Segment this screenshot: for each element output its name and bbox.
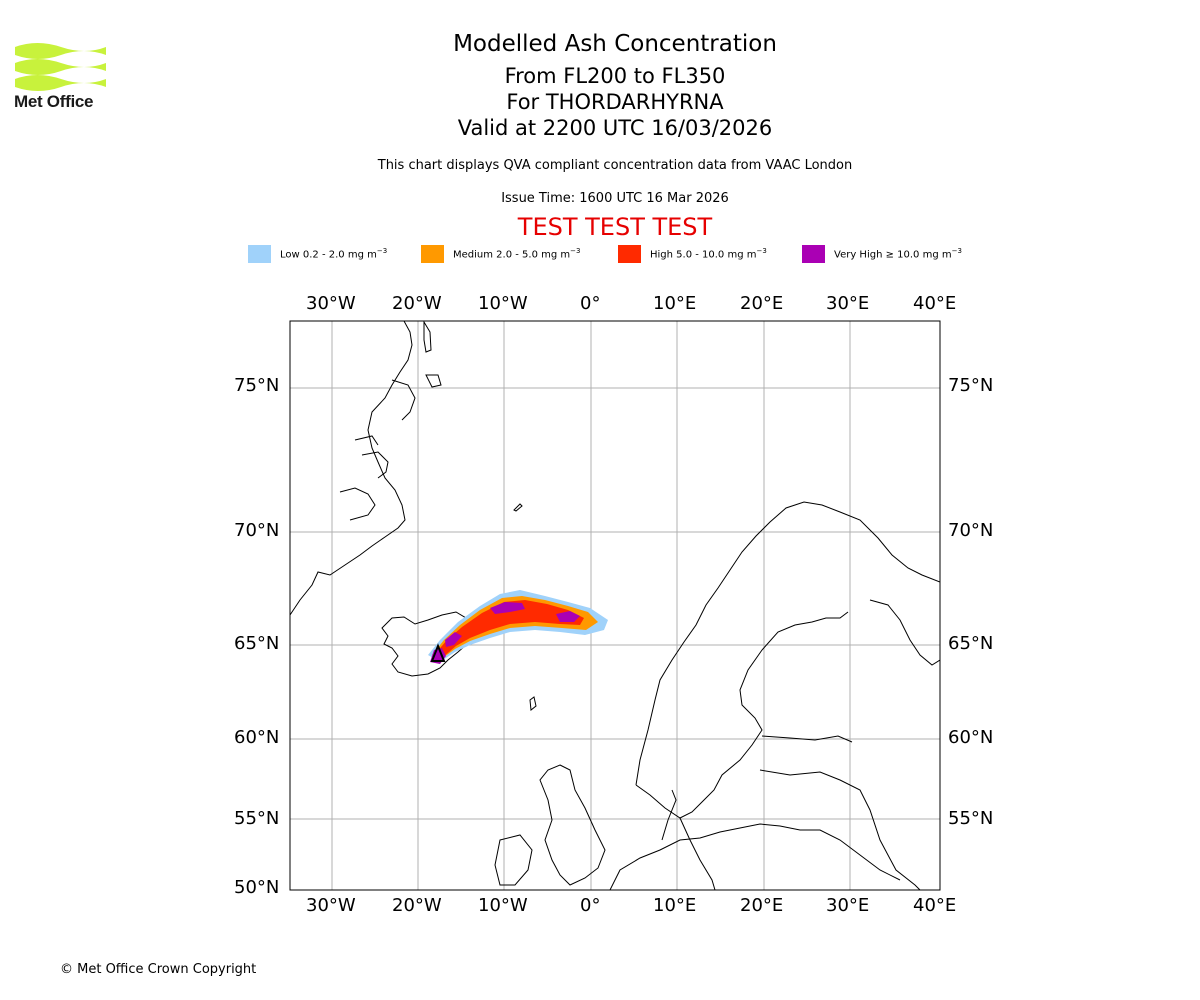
test-banner: TEST TEST TEST <box>517 213 713 241</box>
ash-very-high-3 <box>445 632 462 647</box>
coast-iceland <box>381 611 471 677</box>
lon-label-top-20e: 20°E <box>740 293 784 314</box>
graticule <box>290 321 940 890</box>
map-frame <box>289 320 941 891</box>
legend-label-very-high: Very High ≥ 10.0 mg m <box>834 249 952 261</box>
lon-label-top-10e: 10°E <box>653 293 697 314</box>
lat-label-left-50n: 50°N <box>234 877 280 898</box>
lat-label-left-55n: 55°N <box>234 808 280 829</box>
chart-subtitle: This chart displays QVA compliant concen… <box>377 158 853 173</box>
legend-swatch-high <box>618 245 641 263</box>
legend-label-low: Low 0.2 - 2.0 mg m <box>280 249 377 261</box>
legend-swatch-very-high <box>802 245 825 263</box>
copyright-notice: © Met Office Crown Copyright <box>60 962 257 977</box>
coast-scandinavia <box>635 501 940 786</box>
legend-label-medium: Medium 2.0 - 5.0 mg m <box>453 249 571 261</box>
legend-swatch-low <box>248 245 271 263</box>
lat-label-right-60n: 60°N <box>948 727 994 748</box>
logo-wordmark: Met Office <box>14 92 94 111</box>
lon-label-top-10w: 10°W <box>478 293 528 314</box>
lon-label-bottom-20e: 20°E <box>740 895 784 916</box>
lat-label-left-70n: 70°N <box>234 520 280 541</box>
volcano-name: For THORDARHYRNA <box>506 90 724 114</box>
lat-label-right-65n: 65°N <box>948 633 994 654</box>
lon-label-bottom-30e: 30°E <box>826 895 870 916</box>
lat-label-left-60n: 60°N <box>234 727 280 748</box>
legend-unit-exp-medium: −3 <box>570 247 581 256</box>
coast-greenland <box>290 321 413 616</box>
lon-label-top-30w: 30°W <box>306 293 356 314</box>
coastlines <box>290 321 940 890</box>
lon-label-top-30e: 30°E <box>826 293 870 314</box>
lon-label-bottom-0: 0° <box>580 895 601 916</box>
lon-label-bottom-10e: 10°E <box>653 895 697 916</box>
lon-label-top-20w: 20°W <box>392 293 442 314</box>
legend-unit-exp-high: −3 <box>756 247 767 256</box>
lon-label-bottom-30w: 30°W <box>306 895 356 916</box>
lon-label-top-0: 0° <box>580 293 601 314</box>
chart-title: Modelled Ash Concentration <box>453 31 777 57</box>
lon-label-top-40e: 40°E <box>913 293 957 314</box>
legend-medium: Medium 2.0 - 5.0 mg m−3 <box>421 244 580 264</box>
legend-low: Low 0.2 - 2.0 mg m−3 <box>248 244 387 264</box>
met-office-logo <box>15 43 106 91</box>
valid-time: Valid at 2200 UTC 16/03/2026 <box>457 116 773 140</box>
lat-label-right-55n: 55°N <box>948 808 994 829</box>
coast-ireland <box>494 834 533 886</box>
lon-label-bottom-10w: 10°W <box>478 895 528 916</box>
legend-high: High 5.0 - 10.0 mg m−3 <box>618 244 767 264</box>
coast-britain <box>539 764 606 886</box>
volcano-marker <box>430 643 446 662</box>
ash-very-high-2 <box>556 611 580 622</box>
lon-label-bottom-40e: 40°E <box>913 895 957 916</box>
lon-label-bottom-20w: 20°W <box>392 895 442 916</box>
ash-very-high-1 <box>490 602 525 614</box>
legend-swatch-medium <box>421 245 444 263</box>
lat-label-left-75n: 75°N <box>234 375 280 396</box>
legend-unit-exp-very-high: −3 <box>951 247 962 256</box>
lat-label-right-70n: 70°N <box>948 520 994 541</box>
legend-very-high: Very High ≥ 10.0 mg m−3 <box>802 244 962 264</box>
flight-levels: From FL200 to FL350 <box>504 64 726 88</box>
lat-label-left-65n: 65°N <box>234 633 280 654</box>
legend-label-high: High 5.0 - 10.0 mg m <box>650 249 757 261</box>
issue-time: Issue Time: 1600 UTC 16 Mar 2026 <box>501 191 729 206</box>
ash-high <box>435 600 584 658</box>
ash-plume <box>428 590 608 664</box>
legend-unit-exp-low: −3 <box>376 247 388 256</box>
lat-label-right-75n: 75°N <box>948 375 994 396</box>
